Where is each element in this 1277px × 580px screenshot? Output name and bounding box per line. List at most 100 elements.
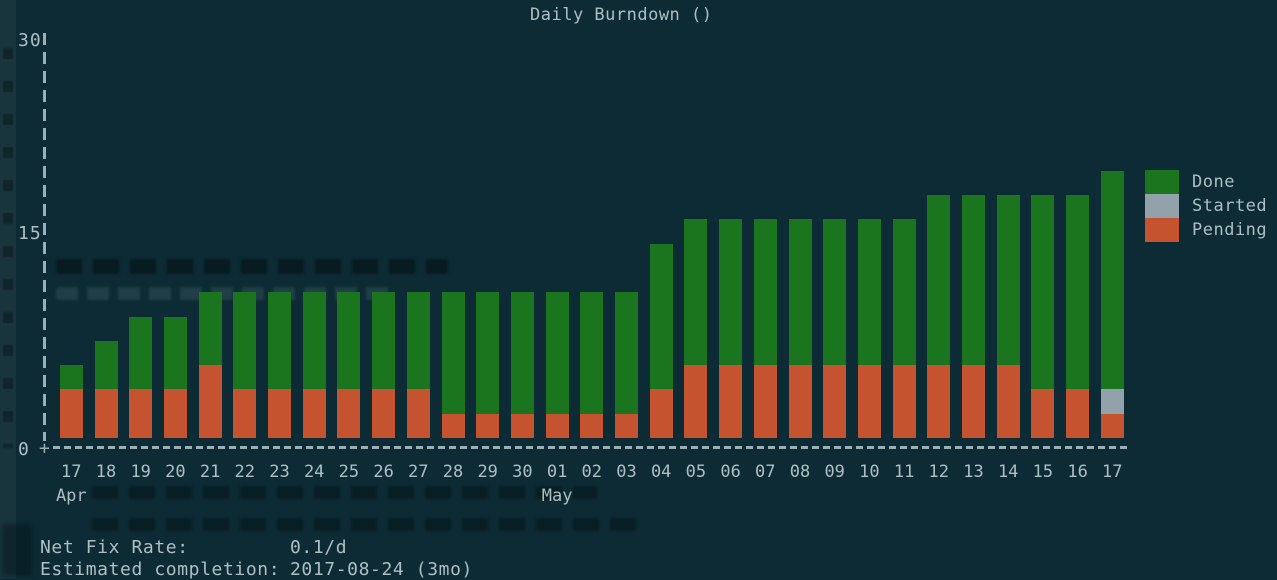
bar-06	[719, 219, 743, 438]
x-axis-tick: 03	[616, 462, 637, 482]
ghost-text-line	[56, 259, 448, 274]
bar-segment-done	[198, 292, 222, 366]
bar-segment-pending	[996, 365, 1020, 438]
bar-segment-done	[1066, 195, 1090, 390]
x-axis-tick: 12	[928, 462, 950, 482]
bar-10	[857, 219, 881, 438]
bar-segment-done	[580, 292, 604, 414]
legend-item-pending: Pending	[1145, 218, 1267, 242]
bar-28	[441, 292, 465, 438]
net-fix-rate-value: 0.1/d	[290, 537, 348, 558]
ghost-text-line	[92, 486, 597, 499]
x-axis-tick: 16	[1067, 462, 1088, 482]
x-axis-tick: 23	[269, 462, 290, 482]
bar-segment-pending	[406, 389, 430, 438]
bar-segment-pending	[94, 389, 118, 438]
bar-segment-pending	[302, 389, 326, 438]
bar-03	[615, 292, 638, 438]
pending-swatch	[1145, 218, 1179, 242]
bar-segment-pending	[129, 389, 153, 438]
x-axis-tick: 14	[997, 462, 1019, 482]
bar-segment-pending	[753, 365, 777, 438]
bar-18	[94, 340, 118, 438]
x-axis-tick: 24	[303, 462, 325, 482]
bar-20	[163, 316, 187, 439]
bar-segment-done	[719, 219, 743, 366]
bar-segment-pending	[927, 365, 951, 438]
bar-11	[892, 219, 916, 438]
x-axis-tick: 21	[199, 462, 221, 482]
bar-segment-done	[962, 195, 985, 366]
ghost-text-line	[92, 518, 637, 531]
x-axis-tick: 02	[581, 462, 603, 482]
bar-segment-done	[406, 292, 430, 390]
x-axis-tick: 13	[963, 462, 984, 482]
x-axis-tick: 11	[893, 462, 915, 482]
y-axis-label-30: 30	[18, 30, 42, 51]
bar-segment-pending	[892, 365, 916, 438]
bar-segment-pending	[545, 413, 569, 438]
bar-29	[476, 292, 500, 438]
bar-segment-started	[1100, 389, 1124, 414]
x-axis-tick: 25	[338, 462, 360, 482]
ghost-text-block	[2, 524, 32, 576]
bar-25	[337, 292, 361, 438]
bar-segment-pending	[615, 413, 638, 438]
x-axis-tick: 06	[720, 462, 741, 482]
x-axis-tick: 15	[1032, 462, 1054, 482]
bar-segment-pending	[441, 413, 465, 438]
bar-30	[510, 292, 534, 438]
bar-segment-pending	[580, 413, 604, 438]
bar-segment-pending	[788, 365, 812, 438]
started-swatch	[1145, 194, 1179, 218]
bar-segment-done	[892, 219, 916, 366]
bar-segment-done	[545, 292, 569, 414]
x-axis-tick: 08	[789, 462, 811, 482]
bar-14	[996, 195, 1020, 438]
bar-segment-done	[337, 292, 361, 390]
bar-segment-done	[233, 292, 257, 390]
background-edge-strip	[0, 0, 16, 579]
bar-02	[580, 292, 604, 438]
bar-segment-done	[753, 219, 777, 366]
x-axis-line	[53, 446, 1128, 449]
estimated-completion-label: Estimated completion:	[40, 559, 281, 580]
x-axis-tick: 09	[824, 462, 845, 482]
bar-13	[962, 195, 985, 438]
chart-title: Daily Burndown ()	[530, 5, 713, 25]
bar-17	[59, 365, 83, 438]
bar-07	[753, 219, 777, 438]
bar-segment-done	[684, 219, 708, 366]
bar-segment-pending	[268, 389, 291, 438]
done-swatch	[1145, 170, 1179, 194]
bar-segment-done	[1100, 170, 1124, 390]
bar-26	[372, 292, 396, 438]
bar-segment-done	[615, 292, 638, 414]
bar-segment-done	[94, 340, 118, 390]
x-axis-tick: 22	[234, 462, 256, 482]
bar-segment-done	[857, 219, 881, 366]
x-axis-tick: 19	[130, 462, 151, 482]
legend-item-done: Done	[1145, 170, 1267, 194]
bar-segment-done	[476, 292, 500, 414]
bar-segment-done	[788, 219, 812, 366]
bar-04	[649, 243, 673, 438]
x-axis-tick: 05	[685, 462, 707, 482]
bar-22	[233, 292, 257, 438]
y-axis-label-0: 0	[18, 439, 30, 460]
axis-origin-marker: +	[39, 438, 50, 459]
x-axis-tick: 20	[165, 462, 186, 482]
bar-segment-pending	[59, 389, 83, 438]
legend-item-started: Started	[1145, 194, 1267, 218]
background-edge-dots	[3, 48, 13, 448]
bar-segment-done	[59, 365, 83, 390]
net-fix-rate-label: Net Fix Rate:	[40, 537, 189, 558]
x-axis-tick: 10	[859, 462, 880, 482]
x-axis-tick: 04	[650, 462, 672, 482]
y-axis-line	[43, 33, 46, 441]
bar-segment-done	[510, 292, 534, 414]
bar-segment-pending	[719, 365, 743, 438]
bar-segment-done	[649, 243, 673, 390]
estimated-completion-value: 2017-08-24 (3mo)	[290, 559, 473, 580]
legend-label-done: Done	[1192, 172, 1235, 192]
